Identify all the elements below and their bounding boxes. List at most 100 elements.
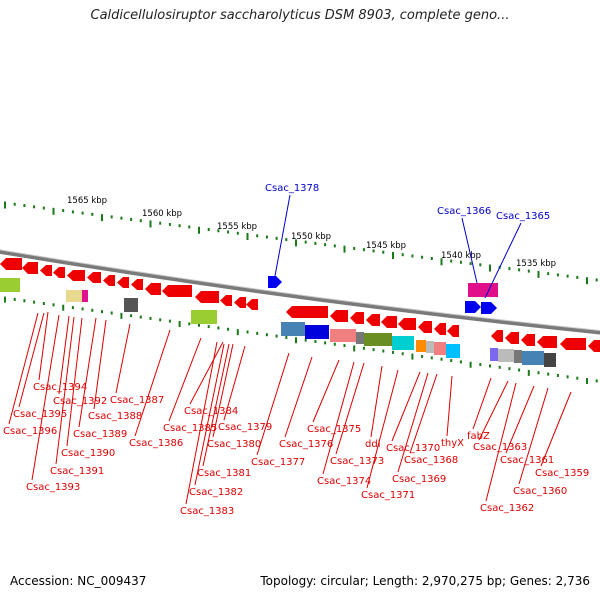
gene-domain[interactable] [356, 332, 364, 344]
gene-label[interactable]: Csac_1393 [26, 482, 80, 493]
gene-domain[interactable] [124, 298, 138, 312]
gene-arrow[interactable] [465, 301, 481, 313]
gene-arrow[interactable] [366, 314, 380, 326]
gene-arrow[interactable] [588, 340, 600, 352]
gene-domain[interactable] [434, 342, 446, 355]
gene-arrow[interactable] [434, 323, 446, 335]
scale-dot [217, 229, 220, 233]
gene-arrow[interactable] [521, 334, 535, 346]
gene-arrow[interactable] [350, 312, 364, 324]
gene-domain[interactable] [544, 353, 556, 367]
gene-arrow[interactable] [418, 321, 432, 333]
gene-arrow[interactable] [131, 279, 143, 290]
gene-label[interactable]: Csac_1379 [218, 422, 272, 433]
gene-label[interactable]: Csac_1369 [392, 474, 446, 485]
gene-label[interactable]: Csac_1382 [189, 487, 243, 498]
gene-domain[interactable] [490, 348, 498, 361]
gene-domain[interactable] [0, 278, 20, 292]
gene-label[interactable]: Csac_1373 [330, 456, 384, 467]
gene-arrow[interactable] [537, 336, 557, 348]
gene-labels[interactable]: Csac_1394Csac_1395Csac_1396Csac_1392Csac… [3, 183, 589, 517]
gene-domain[interactable] [514, 350, 522, 363]
gene-arrow[interactable] [505, 332, 519, 344]
gene-label[interactable]: ddl [365, 439, 380, 450]
gene-label[interactable]: Csac_1359 [535, 468, 589, 479]
gene-arrow[interactable] [53, 267, 65, 278]
gene-arrow[interactable] [145, 283, 161, 295]
gene-label[interactable]: Csac_1383 [180, 506, 234, 517]
scale-dot [81, 211, 84, 215]
gene-label[interactable]: Csac_1392 [53, 396, 107, 407]
gene-label[interactable]: Csac_1384 [184, 406, 238, 417]
gene-label[interactable]: Csac_1363 [473, 442, 527, 453]
gene-arrow[interactable] [162, 285, 192, 297]
gene-label[interactable]: Csac_1374 [317, 476, 371, 487]
gene-label[interactable]: Csac_1389 [73, 429, 127, 440]
gene-arrow[interactable] [234, 297, 246, 308]
gene-domain[interactable] [498, 349, 514, 362]
gene-label[interactable]: Csac_1362 [480, 503, 534, 514]
gene-arrow[interactable] [67, 270, 85, 281]
gene-arrow[interactable] [491, 330, 503, 342]
gene-label[interactable]: Csac_1360 [513, 486, 567, 497]
gene-domain[interactable] [392, 336, 414, 350]
gene-domain[interactable] [191, 310, 217, 324]
gene-label[interactable]: Csac_1381 [197, 468, 251, 479]
gene-domain[interactable] [305, 325, 329, 339]
gene-domain[interactable] [364, 333, 392, 346]
gene-arrow[interactable] [103, 275, 115, 286]
gene-label[interactable]: thyX [441, 438, 464, 449]
gene-label[interactable]: Csac_1386 [129, 438, 183, 449]
gene-arrow[interactable] [330, 310, 348, 322]
scale-dot [537, 270, 540, 278]
gene-label-blue[interactable]: Csac_1366 [437, 206, 491, 217]
gene-domain[interactable] [522, 351, 544, 365]
gene-arrow[interactable] [481, 302, 497, 314]
scale-dot [110, 311, 113, 315]
scale-dot [333, 244, 336, 248]
gene-label[interactable]: Csac_1376 [279, 439, 333, 450]
gene-domain[interactable] [281, 322, 305, 336]
gene-label[interactable]: fabZ [467, 431, 490, 442]
gene-label[interactable]: Csac_1395 [13, 409, 67, 420]
gene-label[interactable]: Csac_1388 [88, 411, 142, 422]
gene-label[interactable]: Csac_1361 [500, 455, 554, 466]
gene-label[interactable]: Csac_1377 [251, 457, 305, 468]
gene-label[interactable]: Csac_1396 [3, 426, 57, 437]
gene-domain[interactable] [82, 290, 88, 302]
gene-label[interactable]: Csac_1390 [61, 448, 115, 459]
gene-arrow[interactable] [268, 276, 282, 288]
gene-arrow[interactable] [22, 262, 38, 274]
gene-arrow[interactable] [398, 318, 416, 330]
gene-domain[interactable] [446, 344, 460, 358]
gene-arrow[interactable] [246, 299, 258, 310]
gene-domain[interactable] [330, 329, 356, 342]
gene-domain[interactable] [426, 341, 434, 353]
gene-label[interactable]: Csac_1368 [404, 455, 458, 466]
gene-label[interactable]: Csac_1371 [361, 490, 415, 501]
gene-label-blue[interactable]: Csac_1378 [265, 183, 319, 194]
gene-label[interactable]: Csac_1375 [307, 424, 361, 435]
gene-domain[interactable] [66, 290, 82, 302]
gene-arrow[interactable] [447, 325, 459, 337]
gene-features[interactable] [0, 258, 600, 367]
gene-arrow[interactable] [0, 258, 22, 270]
gene-label[interactable]: Csac_1394 [33, 382, 87, 393]
gene-arrow[interactable] [87, 272, 101, 283]
gene-arrow[interactable] [220, 295, 232, 306]
gene-arrow[interactable] [195, 291, 219, 303]
gene-domain[interactable] [416, 340, 426, 352]
gene-label[interactable]: Csac_1380 [207, 439, 261, 450]
gene-label[interactable]: Csac_1391 [50, 466, 104, 477]
gene-domain[interactable] [468, 283, 498, 297]
gene-label[interactable]: Csac_1387 [110, 395, 164, 406]
gene-arrow[interactable] [560, 338, 586, 350]
gene-arrow[interactable] [117, 277, 129, 288]
gene-label-blue[interactable]: Csac_1365 [496, 211, 550, 222]
gene-arrow[interactable] [286, 306, 328, 318]
gene-arrow[interactable] [40, 265, 52, 276]
gene-label[interactable]: Csac_1385 [163, 423, 217, 434]
gene-arrow[interactable] [381, 316, 397, 328]
gene-label[interactable]: Csac_1370 [386, 443, 440, 454]
